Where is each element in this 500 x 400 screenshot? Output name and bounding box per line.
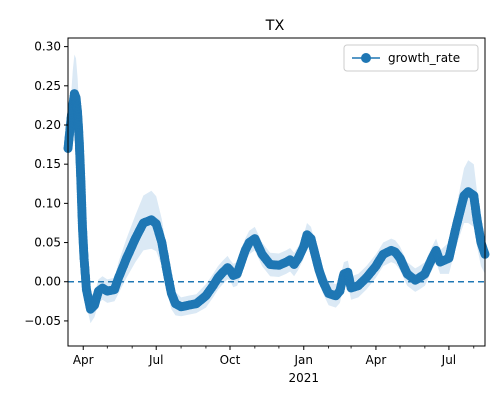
x-tick-label: Apr [73, 353, 94, 367]
x-tick-label: Oct [220, 353, 241, 367]
y-tick-label: 0.20 [34, 118, 61, 132]
x-axis: Apr Jul Oct Jan Apr Jul 2021 [73, 346, 475, 385]
x-tick-label: Jul [148, 353, 163, 367]
y-tick-label: 0.10 [34, 196, 61, 210]
series-layer [63, 89, 490, 314]
y-axis: −0.05 0.00 0.05 0.10 0.15 0.20 0.25 0.30 [24, 40, 68, 328]
y-tick-label: 0.05 [34, 236, 61, 250]
plot-frame [67, 37, 486, 347]
legend-series-marker [361, 53, 371, 63]
x-tick-label: Jul [441, 353, 456, 367]
y-tick-label: 0.25 [34, 79, 61, 93]
x-tick-label: Jan [294, 353, 314, 367]
confidence-band-layer [68, 54, 485, 324]
chart-title: TX [265, 18, 285, 34]
x-tick-label: Apr [366, 353, 387, 367]
legend-frame [343, 44, 479, 72]
legend: growth_rate [343, 44, 479, 72]
legend-series-label: growth_rate [388, 51, 460, 65]
y-tick-label: 0.00 [34, 275, 61, 289]
confidence-band [68, 54, 485, 324]
y-tick-label: −0.05 [24, 314, 61, 328]
x-year-label: 2021 [288, 371, 319, 385]
y-tick-label: 0.15 [34, 157, 61, 171]
y-tick-label: 0.30 [34, 40, 61, 54]
